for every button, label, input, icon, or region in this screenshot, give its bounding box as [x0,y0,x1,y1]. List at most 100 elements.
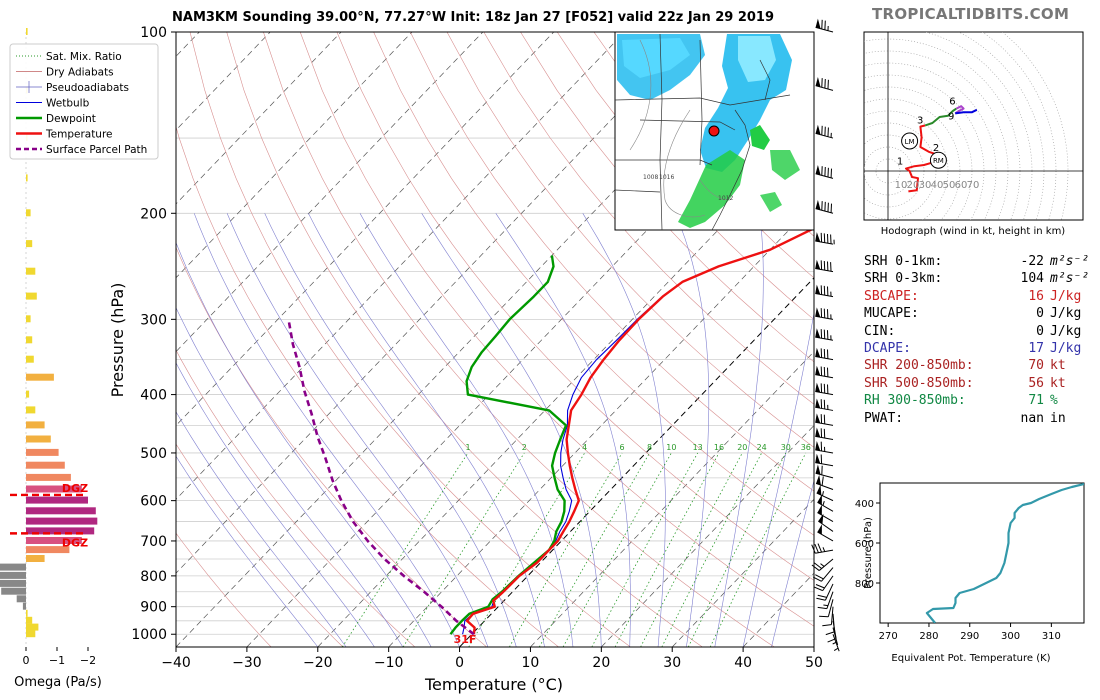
index-row: SBCAPE: 16 J/kg [864,288,1094,305]
legend-label: Dry Adiabats [46,67,114,79]
hodograph-ring-labels: 10 20 30 40 50 60 70 [895,180,980,191]
dry-adiabat [263,32,775,647]
index-value: 0 [1036,306,1044,322]
omega-bar [26,555,45,562]
y-tick-label: 900 [140,600,167,616]
pseudoadiabats [176,213,814,647]
x-tick-label: −40 [161,655,191,671]
omega-bar [26,336,33,344]
pseudoadiabat [176,362,375,647]
pseudoadiabat [308,213,545,647]
hodograph-ring-label: 60 [955,180,968,191]
omega-bar [1,587,26,595]
wind-barb-full [811,544,816,554]
pseudoadiabat [176,307,404,647]
wind-barb-full [822,624,832,627]
storm-motion-rm-label: RM [933,157,944,165]
mixing-ratio-line [341,452,469,647]
omega-bar [26,527,95,535]
wind-barb-half [823,604,829,607]
legend-box [9,43,159,160]
index-value: 104 [1020,271,1044,287]
profile-lines [287,226,814,636]
omega-bar [26,209,31,217]
surface-temp-label: 31F [454,633,477,646]
omega-plot: DGZ DGZ 0 −1 −2 Omega (Pa/s) [0,28,102,690]
index-row: PWAT: nan in [864,410,1094,427]
pseudoadiabat [226,213,489,647]
map-inset: 1008 1016 1012 [614,31,815,231]
omega-bar [26,267,36,275]
theta-e-plot: 270 280 290 300 310 400 600 800 Equivalent Pot.… [855,482,1085,664]
isotherm-line [176,32,696,574]
map-isobar-label: 1008 [643,174,658,181]
theta-e-y-label: Pressure (hPa) [863,517,874,589]
isotherm-line [176,32,625,500]
x-tick-label: −20 [303,655,333,671]
index-label: SBCAPE: [864,288,919,304]
wind-barb-flag [815,328,821,339]
pseudoadiabat [421,213,602,647]
hodograph-trace [905,105,978,193]
wind-barb-flag [815,464,821,475]
wind-barb-flag [815,413,821,424]
theta-e-series [925,483,1084,623]
omega-bar [0,571,26,579]
omega-bar [26,28,28,35]
theta-x-tick-label: 280 [919,631,938,642]
wind-barb-flag [816,474,821,486]
wind-barb-flag [815,382,821,393]
wind-barb-full [812,576,822,582]
dry-adiabat [176,443,344,647]
wind-barb-flag [815,199,821,210]
pseudoadiabat [264,213,517,647]
mixing-ratio-label: 10 [666,443,676,452]
wind-barb-flag [815,347,821,358]
dgz-label: DGZ [62,536,88,549]
omega-bar [26,390,30,398]
wind-barb-full [816,597,826,601]
index-unit: kt [1050,375,1066,391]
dry-adiabat [520,32,814,363]
wind-barb-staff [815,449,834,454]
mixing-ratio-label: 6 [620,443,625,452]
legend-label: Temperature [45,129,113,141]
dry-adiabat [189,32,631,647]
wind-barb-half [822,500,825,506]
hodograph-axes [864,32,1083,220]
index-row: MUCAPE: 0 J/kg [864,305,1094,322]
omega-bar [26,240,33,248]
mixing-ratio-label: 1 [465,443,470,452]
pseudoadiabat [675,213,710,647]
wind-barb-half [820,563,825,567]
wind-barb-half [821,491,824,496]
dry-adiabat [226,32,703,647]
index-label: MUCAPE: [864,306,919,322]
storm-motion-lm-marker [901,132,919,150]
dry-adiabat [373,32,814,536]
index-row: SRH 0-1km: -22 m²s⁻² [864,253,1094,270]
wind-barb-staff [815,292,834,298]
dry-adiabat [176,349,416,647]
mixing-ratio-line [538,452,650,647]
wind-barb-staff [815,240,834,245]
legend-label: Pseudoadiabats [46,82,129,94]
index-unit: m²s⁻² [1050,254,1090,269]
pseudoadiabat [193,213,460,647]
mixing-ratio-label: 13 [693,443,703,452]
dry-adiabat [336,32,814,581]
x-tick-label: 0 [455,655,464,671]
hodograph-segment [954,105,965,115]
skewt-x-ticks: −40 −30 −20 −10 0 10 20 30 40 50 [161,647,823,671]
index-row: SRH 0-3km: 104 m²s⁻² [864,270,1094,287]
omega-bar [22,602,26,610]
wind-barb-full [817,543,823,553]
omega-bar [26,315,31,323]
index-value: 56 [1028,375,1044,391]
x-tick-label: 20 [592,655,610,671]
wind-barb-staff [815,173,834,179]
mixing-ratio-line [661,452,763,647]
index-label: DCAPE: [864,341,911,357]
y-tick-label: 200 [140,206,167,222]
wind-barb-staff [815,268,834,273]
